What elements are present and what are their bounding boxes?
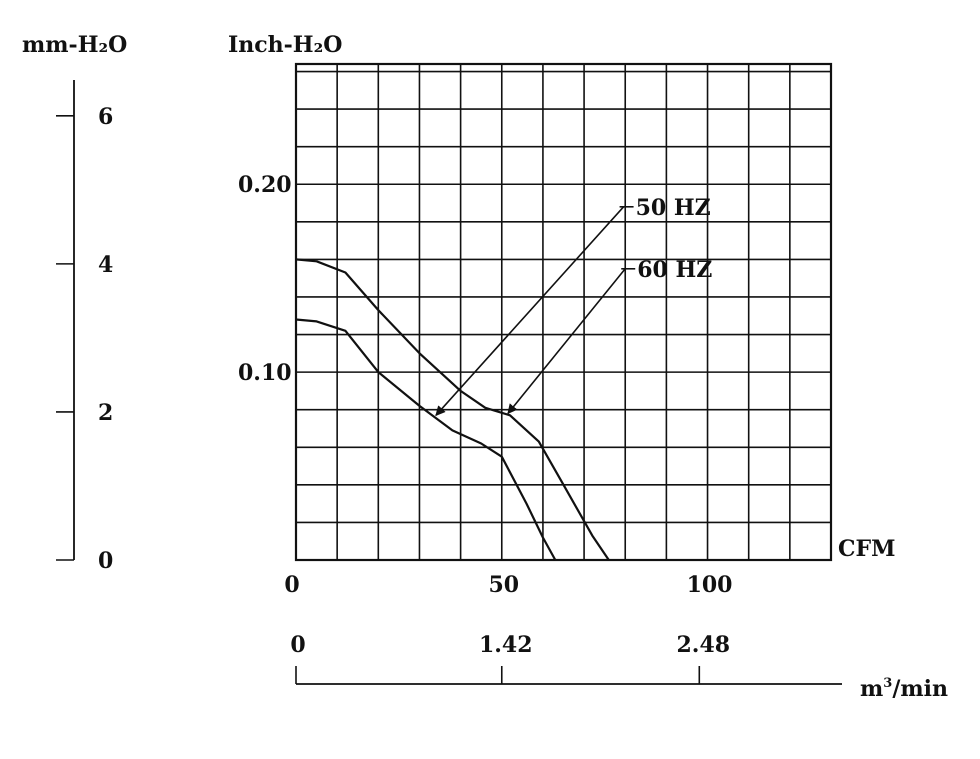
m3-label-base: m <box>860 676 883 702</box>
m3-per-min-axis-label: m3/min <box>860 676 948 702</box>
inch-h2o-axis-label: Inch-H₂O <box>228 32 342 58</box>
m3-per-min-axis: 0 1.42 2.48 <box>290 632 842 685</box>
cfm-axis-label: CFM <box>838 536 895 562</box>
mm-h2o-tick-label: 0 <box>98 548 113 574</box>
inch-h2o-tick-label: 0.10 <box>238 360 292 386</box>
annotation-arrow-60-hz <box>507 268 626 415</box>
inch-h2o-tick-labels: 0.20 0.10 <box>238 172 292 386</box>
series-label-50-hz: 50 HZ <box>636 195 711 221</box>
annotation-arrow-50-hz <box>435 206 625 417</box>
cfm-tick-labels: 0 50 100 <box>284 572 732 598</box>
cfm-tick-label: 100 <box>687 572 733 598</box>
series-label-60-hz: 60 HZ <box>637 257 712 283</box>
m3-tick-label: 1.42 <box>479 632 533 658</box>
cfm-tick-label: 0 <box>284 572 299 598</box>
series-line-50-hz <box>295 318 557 561</box>
mm-h2o-axis-label: mm-H₂O <box>22 32 127 58</box>
series-layer <box>295 258 610 561</box>
annotation-layer: 50 HZ 60 HZ <box>435 195 712 417</box>
cfm-tick-label: 50 <box>488 572 519 598</box>
m3-tick-label: 2.48 <box>677 632 731 658</box>
m3-tick-label: 0 <box>290 632 305 658</box>
mm-h2o-tick-label: 4 <box>98 252 113 278</box>
m3-label-sup: 3 <box>883 676 892 691</box>
mm-h2o-axis: mm-H₂O 6 4 2 0 <box>22 32 127 574</box>
inch-h2o-tick-label: 0.20 <box>238 172 292 198</box>
m3-label-suffix: /min <box>892 676 948 702</box>
plot-frame <box>294 62 833 562</box>
mm-h2o-tick-label: 2 <box>98 400 113 426</box>
series-line-60-hz <box>295 258 610 561</box>
mm-h2o-tick-label: 6 <box>98 104 113 130</box>
